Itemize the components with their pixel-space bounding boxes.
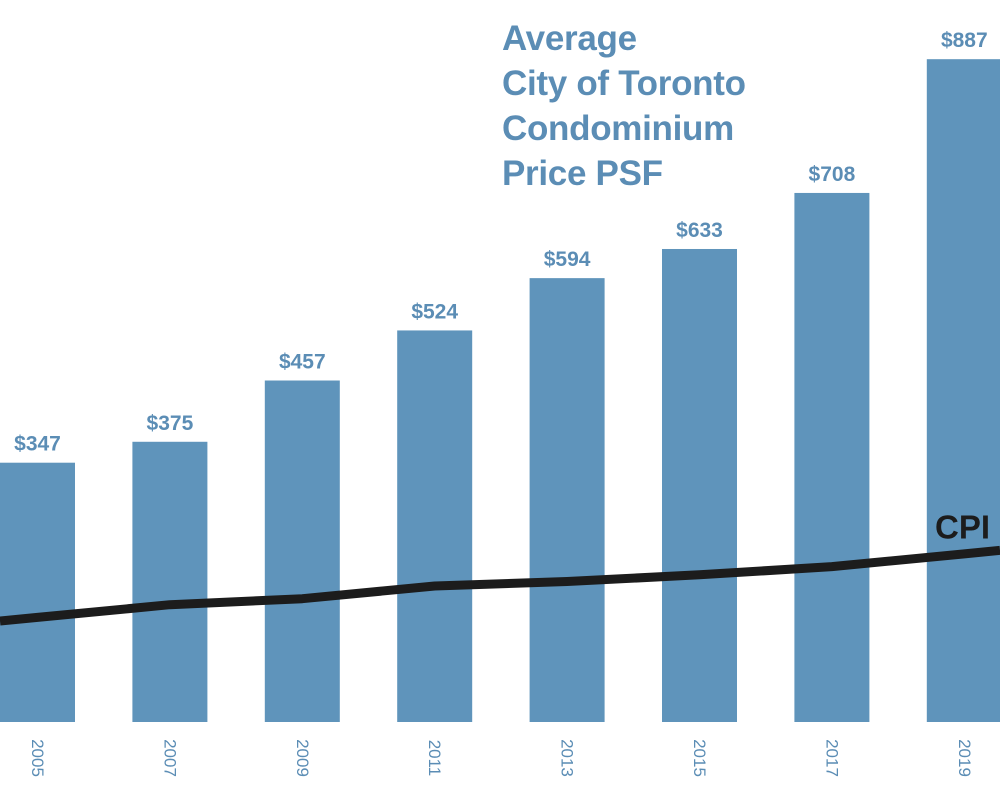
value-label-2011: $524: [411, 300, 458, 323]
title-line-1: Average: [502, 19, 637, 58]
bar-2017: [794, 192, 870, 722]
title-line-2: City of Toronto: [502, 64, 746, 103]
bar-2019: [926, 59, 1000, 722]
bar-2015: [662, 248, 737, 722]
cpi-label: CPI: [935, 508, 990, 545]
x-tick-2019: 2019: [955, 739, 974, 777]
value-label-2019: $887: [941, 29, 988, 52]
x-tick-2015: 2015: [690, 739, 709, 777]
x-tick-2013: 2013: [558, 739, 577, 777]
title-line-3: Condominium: [502, 109, 734, 148]
value-label-2017: $708: [809, 163, 856, 186]
x-tick-labels-group: 2005 2007 2009 2011 2013 2015 2017 2019: [28, 739, 974, 777]
title-line-4: Price PSF: [502, 154, 663, 193]
bars-group: [0, 59, 1000, 722]
cpi-line-group: CPI: [0, 508, 1000, 626]
bar-2011: [397, 330, 473, 722]
bar-2005: [0, 462, 75, 722]
chart-title: Average City of Toronto Condominium Pric…: [502, 16, 746, 196]
x-tick-2005: 2005: [28, 739, 47, 777]
value-labels-group: $347 $375 $457 $524 $594 $633 $708 $887: [14, 29, 988, 456]
cpi-line: [0, 545, 1000, 626]
value-label-2005: $347: [14, 433, 61, 456]
x-tick-2011: 2011: [425, 740, 444, 777]
x-tick-2017: 2017: [822, 739, 841, 777]
value-label-2007: $375: [147, 412, 194, 435]
value-label-2013: $594: [544, 248, 591, 271]
x-tick-2007: 2007: [160, 739, 179, 777]
bar-2007: [132, 441, 208, 722]
value-label-2009: $457: [279, 351, 326, 374]
bar-2009: [264, 380, 340, 722]
x-tick-2009: 2009: [293, 739, 312, 777]
value-label-2015: $633: [676, 219, 723, 242]
bar-2013: [529, 278, 605, 722]
